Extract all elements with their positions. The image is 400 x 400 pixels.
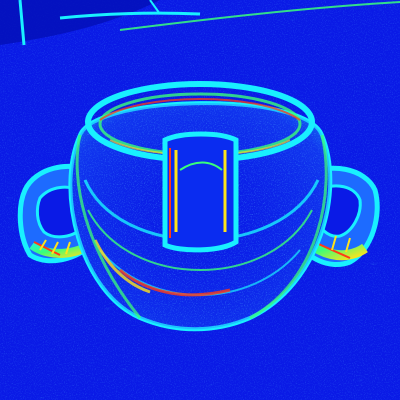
- top-stripe-3: [149, 0, 161, 15]
- pot-left-outline: [75, 134, 142, 319]
- top-left-shadow: [0, 0, 160, 45]
- top-stripe-1: [59, 11, 201, 20]
- top-stripe-2: [119, 1, 400, 31]
- pot-right-outline: [249, 134, 328, 320]
- inner-divider: [162, 131, 239, 253]
- top-left-edge: [18, 0, 26, 46]
